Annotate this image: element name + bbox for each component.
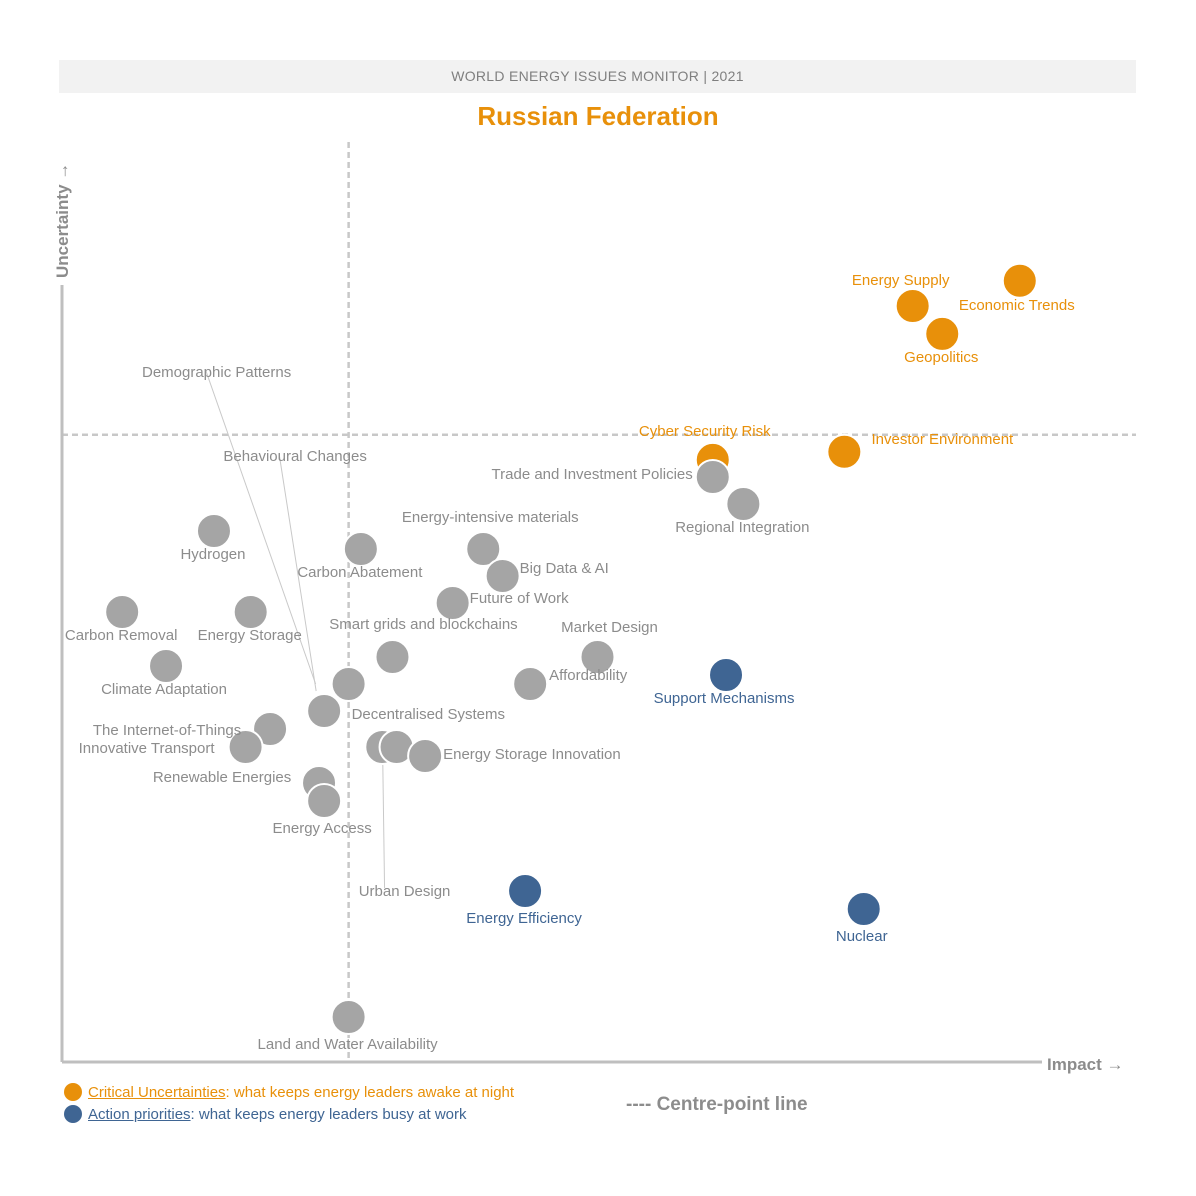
label-big-data-ai: Big Data & AI [520, 560, 609, 577]
label-energy-supply: Energy Supply [852, 272, 950, 289]
label-urban-design: Urban Design [359, 883, 451, 900]
label-affordability: Affordability [549, 667, 628, 684]
orange-dot-icon [64, 1083, 82, 1101]
point-demographic-patterns[interactable] [330, 666, 367, 702]
label-trade-and-investment-policies: Trade and Investment Policies [492, 466, 693, 483]
label-demographic-patterns: Demographic Patterns [142, 364, 291, 381]
point-energy-supply[interactable] [894, 288, 931, 324]
label-land-and-water-availability: Land and Water Availability [258, 1036, 439, 1053]
label-support-mechanisms: Support Mechanisms [654, 690, 795, 707]
point-affordability[interactable] [512, 666, 549, 702]
point-energy-intensive-materials[interactable] [465, 531, 502, 567]
leader-line-demographic-patterns [205, 369, 317, 685]
label-nuclear: Nuclear [836, 928, 888, 945]
label-future-of-work: Future of Work [470, 590, 569, 607]
legend-critical-key[interactable]: Critical Uncertainties [88, 1084, 226, 1101]
point-regional-integration[interactable] [725, 486, 762, 522]
point-geopolitics[interactable] [924, 315, 961, 352]
point-carbon-abatement[interactable] [342, 531, 379, 567]
label-climate-adaptation: Climate Adaptation [101, 681, 227, 698]
legend-centre-point-line: ---- Centre-point line [626, 1094, 808, 1115]
blue-dot-icon [64, 1105, 82, 1123]
label-energy-access: Energy Access [273, 820, 372, 837]
point-carbon-removal[interactable] [104, 594, 141, 630]
point-innovative-transport[interactable] [227, 729, 264, 765]
point-land-and-water-availability[interactable] [330, 999, 367, 1035]
point-future-of-work[interactable] [434, 585, 471, 621]
leader-line-behavioural-changes [278, 453, 317, 692]
point-energy-access[interactable] [306, 783, 343, 819]
label-regional-integration: Regional Integration [675, 519, 809, 536]
leader-line-urban-design [382, 746, 386, 889]
label-energy-intensive-materials: Energy-intensive materials [402, 509, 579, 526]
point-energy-efficiency[interactable] [507, 873, 544, 909]
legend-critical-text: : what keeps energy leaders awake at nig… [225, 1084, 515, 1101]
label-economic-trends: Economic Trends [959, 297, 1075, 314]
report-banner: WORLD ENERGY ISSUES MONITOR | 2021 [59, 60, 1136, 93]
label-investor-environment: Investor Environment [871, 431, 1014, 448]
label-market-design: Market Design [561, 619, 658, 636]
label-energy-efficiency: Energy Efficiency [466, 910, 582, 927]
label-the-internet-of-things: The Internet-of-Things [93, 722, 241, 739]
point-climate-adaptation[interactable] [148, 648, 185, 684]
label-hydrogen: Hydrogen [180, 546, 245, 563]
point-nuclear[interactable] [845, 891, 882, 927]
label-decentralised-systems: Decentralised Systems [352, 706, 505, 723]
label-carbon-abatement: Carbon Abatement [297, 564, 423, 581]
label-energy-storage-innovation: Energy Storage Innovation [443, 746, 621, 763]
label-innovative-transport: Innovative Transport [79, 740, 216, 757]
point-economic-trends[interactable] [1001, 262, 1038, 299]
point-hydrogen[interactable] [195, 513, 232, 549]
point-market-design[interactable] [579, 639, 616, 675]
legend-action-key[interactable]: Action priorities [88, 1106, 191, 1123]
point-behavioural-changes[interactable] [306, 693, 343, 729]
label-smart-grids-and-blockchains: Smart grids and blockchains [329, 616, 517, 633]
y-axis-label: Uncertainty → [53, 163, 72, 278]
label-energy-storage: Energy Storage [198, 627, 302, 644]
point-energy-storage-innovation[interactable] [407, 738, 444, 774]
legend-critical-uncertainties: Critical Uncertainties: what keeps energ… [64, 1083, 514, 1101]
label-cyber-security-risk: Cyber Security Risk [639, 423, 771, 440]
point-smart-grids-and-blockchains[interactable] [374, 639, 411, 675]
label-carbon-removal: Carbon Removal [65, 627, 178, 644]
label-behavioural-changes: Behavioural Changes [223, 448, 366, 465]
x-axis-label: Impact → [1047, 1055, 1124, 1074]
chart-title: Russian Federation [477, 101, 719, 131]
point-support-mechanisms[interactable] [708, 657, 745, 693]
legend-action-priorities: Action priorities: what keeps energy lea… [64, 1105, 467, 1123]
point-energy-storage[interactable] [232, 594, 269, 630]
label-geopolitics: Geopolitics [904, 349, 978, 366]
point-investor-environment[interactable] [826, 433, 863, 470]
point-trade-and-investment-policies[interactable] [694, 459, 731, 495]
legend-action-text: : what keeps energy leaders busy at work [190, 1106, 467, 1123]
label-renewable-energies: Renewable Energies [153, 769, 291, 786]
point-big-data-ai[interactable] [484, 558, 521, 594]
point-the-internet-of-things[interactable] [252, 711, 289, 747]
